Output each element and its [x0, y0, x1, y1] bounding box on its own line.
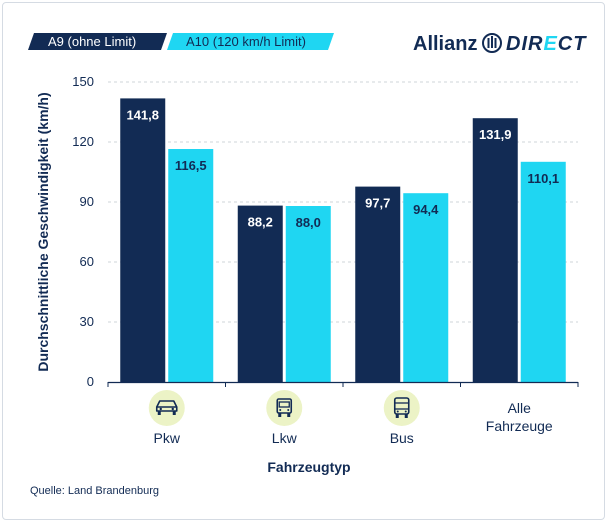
y-tick-label: 90: [80, 194, 94, 209]
data-label: 88,2: [248, 215, 273, 230]
allianz-eagle-icon: [482, 33, 502, 53]
bar-a10: [285, 206, 331, 382]
legend: A9 (ohne Limit) A10 (120 km/h Limit): [28, 33, 334, 50]
bar-a10: [168, 149, 214, 382]
data-label: 97,7: [365, 196, 390, 211]
legend-swatch-a10: [167, 33, 334, 50]
bus-icon: [383, 390, 420, 426]
category-label: Lkw: [272, 430, 298, 446]
category-label: Pkw: [154, 430, 181, 446]
truck-icon: [266, 390, 303, 426]
legend-label-a9: A9 (ohne Limit): [48, 34, 136, 49]
brand-suffix: DIRECT: [506, 33, 587, 55]
bar-a9: [120, 98, 166, 383]
y-tick-label: 120: [72, 134, 94, 149]
legend-label-a10: A10 (120 km/h Limit): [186, 34, 306, 49]
category-label: Bus: [390, 430, 414, 446]
car-icon: [148, 390, 185, 426]
data-labels: 141,8 88,2 97,7 131,9 116,5 88,0 94,4 110,1: [126, 107, 559, 230]
data-label: 116,5: [175, 158, 207, 173]
source-note: Quelle: Land Brandenburg: [30, 485, 159, 497]
brand-logo: Allianz DIRECT: [413, 33, 587, 55]
y-tick-label: 0: [87, 374, 94, 389]
category-labels: Pkw Lkw Bus Alle Fahrzeuge: [148, 390, 553, 446]
bar-a10: [520, 161, 566, 382]
y-tick-labels: 0 30 60 90 120 150: [72, 74, 94, 389]
data-label: 131,9: [479, 127, 512, 142]
brand-name: Allianz: [413, 33, 477, 55]
y-tick-label: 150: [72, 74, 94, 89]
x-axis: [107, 381, 579, 387]
data-label: 94,4: [413, 202, 439, 217]
bar-a10: [403, 193, 449, 382]
x-axis-title: Fahrzeugtyp: [267, 459, 350, 475]
bar-a9: [237, 205, 283, 382]
bar-a9: [472, 118, 518, 382]
y-tick-label: 60: [80, 254, 94, 269]
legend-swatch-a9: [28, 33, 167, 50]
data-label: 110,1: [527, 171, 559, 186]
bar-a9: [355, 186, 401, 382]
y-tick-label: 30: [80, 314, 94, 329]
data-label: 88,0: [296, 215, 321, 230]
y-axis-title: Durchschnittliche Geschwindigkeit (km/h): [35, 92, 51, 371]
category-label: Alle Fahrzeuge: [486, 400, 553, 434]
data-label: 141,8: [126, 107, 159, 122]
bars: [120, 98, 566, 383]
